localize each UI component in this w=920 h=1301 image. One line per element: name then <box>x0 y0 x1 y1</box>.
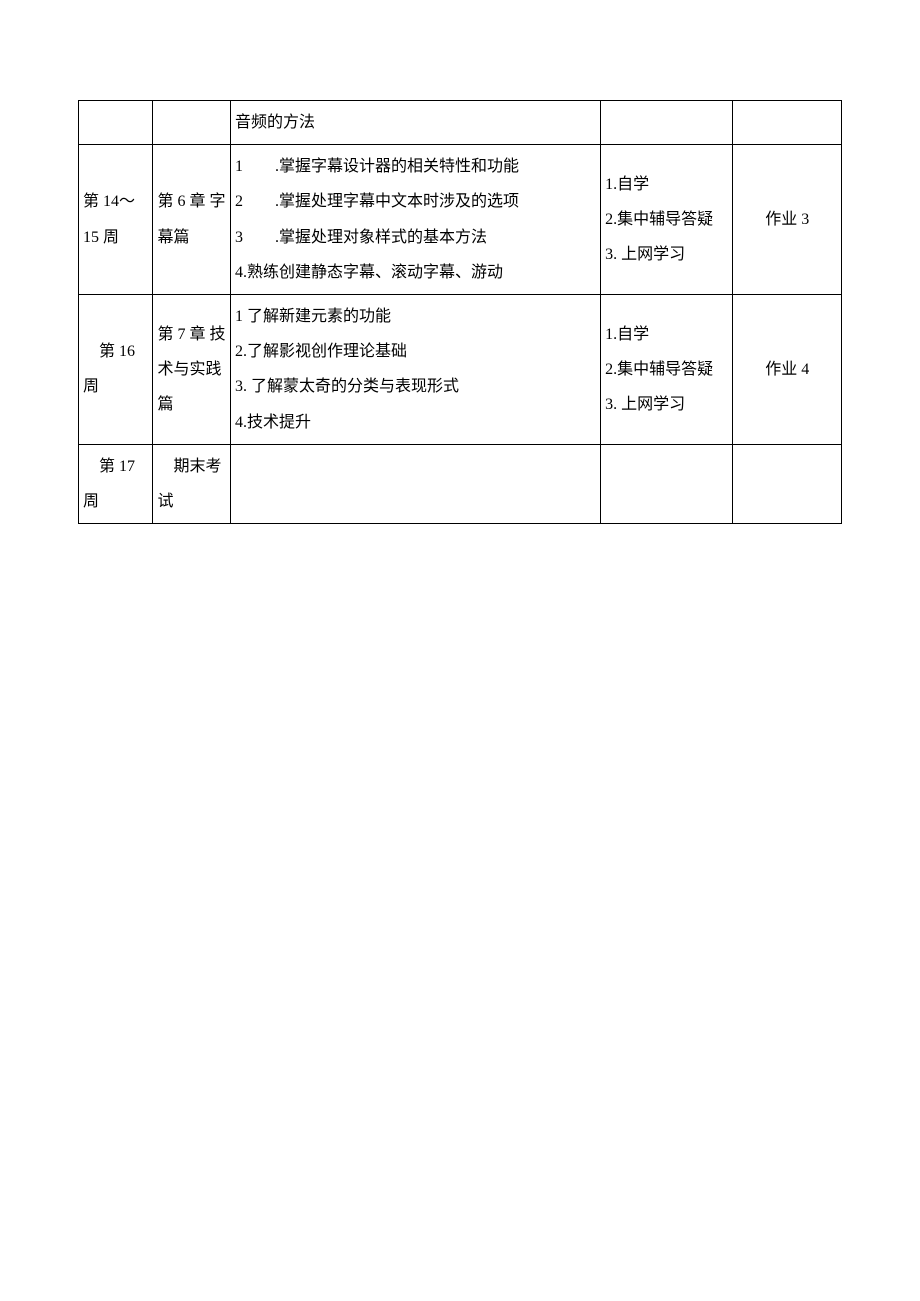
table-row: 音频的方法 <box>79 101 842 145</box>
content-line: 2.了解影视创作理论基础 <box>235 334 596 369</box>
cell-homework <box>733 444 842 523</box>
cell-method <box>601 101 733 145</box>
table-row: 第 14～15 周 第 6 章 字幕篇 1 .掌握字幕设计器的相关特性和功能 2… <box>79 145 842 295</box>
cell-week <box>79 101 153 145</box>
method-line: 3. 上网学习 <box>605 387 728 422</box>
method-line: 2.集中辅导答疑 <box>605 202 728 237</box>
cell-week: 第 14～15 周 <box>79 145 153 295</box>
cell-content <box>230 444 600 523</box>
method-line: 1.自学 <box>605 167 728 202</box>
method-line: 1.自学 <box>605 317 728 352</box>
cell-content: 1 .掌握字幕设计器的相关特性和功能 2 .掌握处理字幕中文本时涉及的选项 3 … <box>230 145 600 295</box>
cell-week: 第 16 周 <box>79 294 153 444</box>
cell-week: 第 17 周 <box>79 444 153 523</box>
content-line: 3 .掌握处理对象样式的基本方法 <box>235 220 596 255</box>
cell-homework: 作业 3 <box>733 145 842 295</box>
content-line: 1 .掌握字幕设计器的相关特性和功能 <box>235 149 596 184</box>
cell-chapter: 第 7 章 技术与实践篇 <box>153 294 231 444</box>
cell-content: 1 了解新建元素的功能 2.了解影视创作理论基础 3. 了解蒙太奇的分类与表现形… <box>230 294 600 444</box>
cell-method: 1.自学 2.集中辅导答疑 3. 上网学习 <box>601 294 733 444</box>
content-line: 3. 了解蒙太奇的分类与表现形式 <box>235 369 596 404</box>
cell-homework <box>733 101 842 145</box>
table-row: 第 17 周 期末考试 <box>79 444 842 523</box>
cell-content: 音频的方法 <box>230 101 600 145</box>
content-line: 4.技术提升 <box>235 405 596 440</box>
content-line: 2 .掌握处理字幕中文本时涉及的选项 <box>235 184 596 219</box>
cell-chapter <box>153 101 231 145</box>
method-line: 2.集中辅导答疑 <box>605 352 728 387</box>
content-line: 1 了解新建元素的功能 <box>235 299 596 334</box>
cell-homework: 作业 4 <box>733 294 842 444</box>
cell-method: 1.自学 2.集中辅导答疑 3. 上网学习 <box>601 145 733 295</box>
cell-method <box>601 444 733 523</box>
cell-chapter: 第 6 章 字幕篇 <box>153 145 231 295</box>
method-line: 3. 上网学习 <box>605 237 728 272</box>
cell-chapter: 期末考试 <box>153 444 231 523</box>
table-row: 第 16 周 第 7 章 技术与实践篇 1 了解新建元素的功能 2.了解影视创作… <box>79 294 842 444</box>
schedule-table: 音频的方法 第 14～15 周 第 6 章 字幕篇 1 .掌握字幕设计器的相关特… <box>78 100 842 524</box>
content-line: 4.熟练创建静态字幕、滚动字幕、游动 <box>235 255 596 290</box>
